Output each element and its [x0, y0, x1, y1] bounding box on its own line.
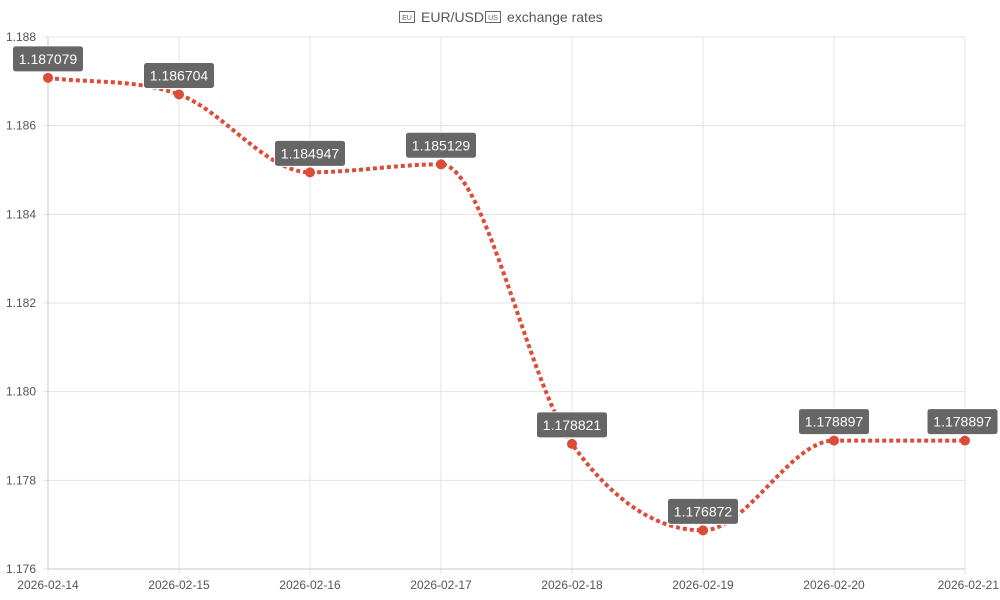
grid — [43, 36, 966, 574]
data-label-box — [143, 61, 215, 89]
data-label-box — [12, 45, 84, 73]
data-label-text: 1.178821 — [543, 417, 602, 433]
y-tick-label: 1.188 — [6, 30, 36, 44]
x-tick-label: 2026-02-15 — [148, 578, 210, 592]
data-label-box — [274, 139, 346, 167]
y-tick-label: 1.176 — [6, 562, 36, 576]
x-tick-label: 2026-02-20 — [803, 578, 865, 592]
x-tick-label: 2026-02-17 — [410, 578, 472, 592]
eu-flag-icon: EU — [399, 11, 415, 23]
chart-title: EU EUR/USD US exchange rates — [399, 9, 603, 25]
data-label: 1.184947 — [274, 139, 346, 167]
data-label-box — [667, 497, 739, 525]
data-point[interactable] — [567, 438, 577, 449]
x-tick-label: 2026-02-19 — [672, 578, 734, 592]
y-tick-label: 1.184 — [6, 207, 36, 221]
data-point[interactable] — [829, 435, 839, 446]
series-line-path — [47, 75, 965, 533]
data-label-text: 1.186704 — [150, 67, 209, 83]
data-labels: 1.187079 1.186704 1.184947 1.185129 1.178821… — [12, 45, 999, 525]
x-tick-label: 2026-02-14 — [17, 578, 79, 592]
x-tick-label: 2026-02-21 — [938, 578, 1000, 592]
us-flag-icon: US — [485, 11, 501, 23]
data-label: 1.178897 — [926, 408, 999, 436]
y-tick-label: 1.180 — [6, 385, 36, 399]
data-label-box — [536, 411, 608, 439]
data-label-text: 1.178897 — [933, 414, 992, 430]
data-label: 1.186704 — [143, 61, 215, 89]
x-axis-tick-labels: 2026-02-14 2026-02-15 2026-02-16 2026-02-17… — [17, 578, 999, 592]
data-point[interactable] — [698, 525, 708, 536]
data-point[interactable] — [960, 435, 970, 446]
data-point[interactable] — [174, 89, 184, 100]
data-label: 1.178897 — [798, 408, 870, 436]
y-tick-label: 1.186 — [6, 119, 36, 133]
data-points — [43, 72, 970, 536]
data-label-text: 1.185129 — [412, 137, 471, 153]
svg-text:US: US — [488, 15, 498, 22]
data-point[interactable] — [305, 167, 315, 178]
x-tick-label: 2026-02-16 — [279, 578, 341, 592]
data-label-text: 1.176872 — [674, 503, 733, 519]
y-tick-label: 1.178 — [6, 473, 36, 487]
data-label-box — [405, 131, 477, 159]
data-label: 1.178821 — [536, 411, 608, 439]
x-tick-label: 2026-02-18 — [541, 578, 603, 592]
data-label-text: 1.187079 — [19, 51, 78, 67]
data-label-box — [798, 408, 870, 436]
data-label-text: 1.178897 — [805, 414, 864, 430]
title-currency-pair: EUR/USD — [421, 9, 484, 25]
data-label-text: 1.184947 — [281, 145, 340, 161]
y-tick-label: 1.182 — [6, 296, 36, 310]
svg-text:EU: EU — [402, 15, 412, 22]
title-description: exchange rates — [507, 9, 603, 25]
data-label-box — [926, 408, 999, 436]
axes — [47, 37, 965, 570]
data-label: 1.185129 — [405, 131, 477, 159]
data-label: 1.187079 — [12, 45, 84, 73]
data-label: 1.176872 — [667, 497, 739, 525]
y-axis-tick-labels: 1.176 1.178 1.180 1.182 1.184 1.186 1.188 — [6, 30, 36, 576]
data-point[interactable] — [43, 72, 53, 83]
series-line — [47, 75, 965, 533]
data-point[interactable] — [436, 159, 446, 170]
